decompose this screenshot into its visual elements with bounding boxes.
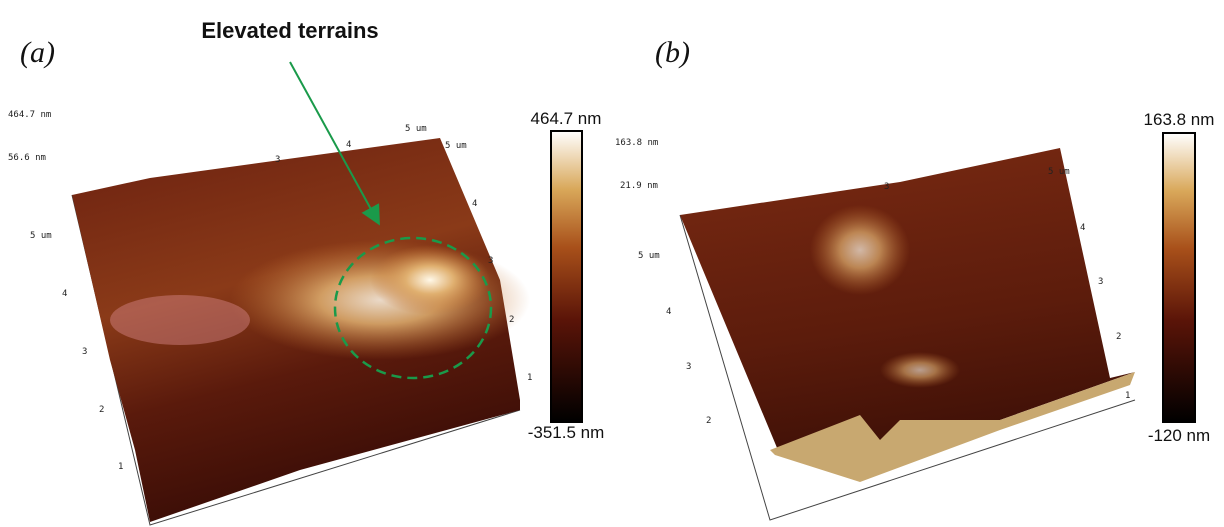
colorbar-max: 163.8 nm — [1144, 110, 1215, 129]
left-axis: 3 — [686, 362, 691, 372]
left-axis: 3 — [82, 347, 87, 357]
colorbar — [551, 131, 582, 422]
left-axis: 2 — [99, 405, 104, 415]
right-axis: 3 — [488, 256, 493, 266]
right-axis: 4 — [472, 199, 477, 209]
panel-label: (a) — [20, 36, 55, 69]
z-ticks: 464.7 nm — [8, 110, 51, 120]
top-axis: 4 — [346, 140, 351, 150]
figure: Elevated terrains (a) (b) 464.7 nm -351.… — [0, 0, 1224, 527]
colorbar-min: -351.5 nm — [528, 423, 605, 442]
z-ticks: 56.6 nm — [8, 153, 46, 163]
highlight — [810, 205, 910, 295]
panel-label: (b) — [655, 36, 690, 69]
right-axis: 5 um — [1048, 167, 1070, 177]
left-axis: 2 — [706, 416, 711, 426]
left-axis: 5 um — [638, 251, 660, 261]
top-axis: 3 — [884, 182, 889, 192]
right-axis: 3 — [1098, 277, 1103, 287]
annotation: Elevated terrains — [201, 18, 378, 43]
right-axis: 1 — [1125, 391, 1130, 401]
left-axis: 1 — [118, 462, 123, 472]
right-axis: 1 — [527, 373, 532, 383]
right-axis: 2 — [1116, 332, 1121, 342]
left-axis: 5 um — [30, 231, 52, 241]
left-axis: 4 — [62, 289, 67, 299]
highlight — [880, 352, 960, 388]
highlight — [230, 240, 530, 360]
z-ticks: 21.9 nm — [620, 181, 658, 191]
colorbar-max: 464.7 nm — [531, 109, 602, 128]
highlight — [110, 295, 250, 345]
colorbar-min: -120 nm — [1148, 426, 1210, 445]
colorbar — [1163, 133, 1195, 422]
z-ticks: 163.8 nm — [615, 138, 658, 148]
top-axis: 3 — [275, 155, 280, 165]
top-axis: 5 um — [405, 124, 427, 134]
right-axis: 4 — [1080, 223, 1085, 233]
left-axis: 4 — [666, 307, 671, 317]
panel-a — [72, 62, 582, 525]
panel-b — [680, 133, 1195, 520]
highlight — [370, 245, 490, 315]
right-axis: 5 um — [445, 141, 467, 151]
right-axis: 2 — [509, 315, 514, 325]
